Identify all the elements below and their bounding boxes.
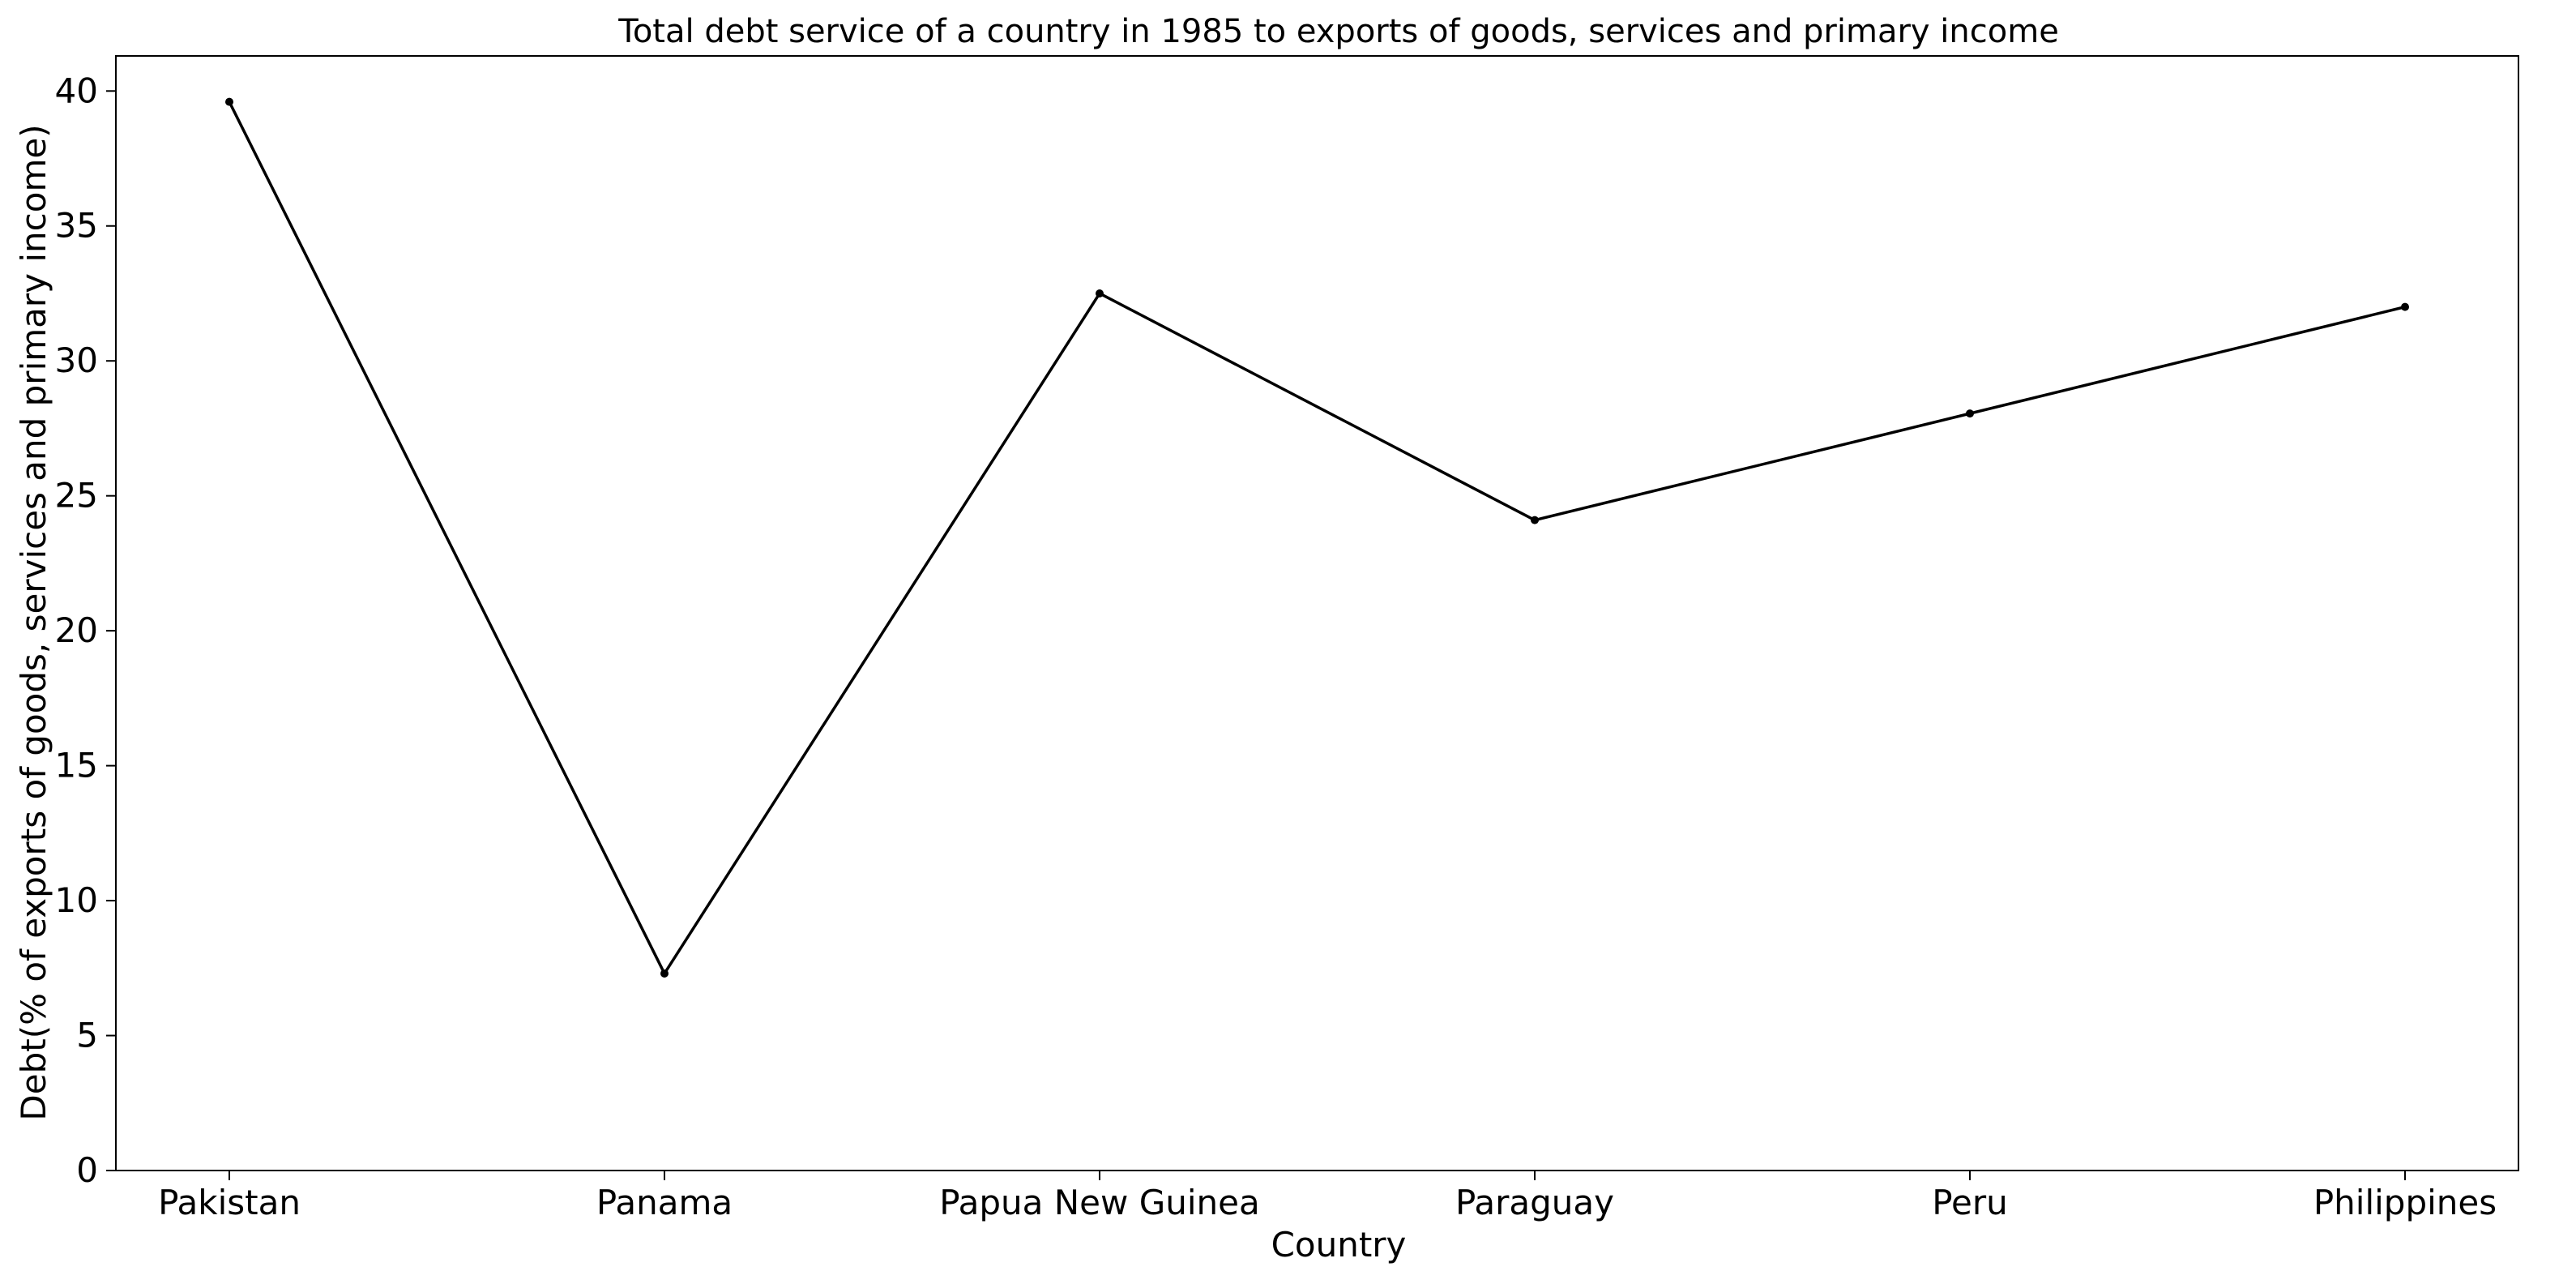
y-tick-label: 40: [55, 71, 98, 110]
x-tick-label: Papua New Guinea: [939, 1183, 1260, 1222]
y-tick-label: 25: [55, 476, 98, 516]
chart-title: Total debt service of a country in 1985 …: [617, 13, 2059, 50]
data-point: [1531, 516, 1539, 524]
y-tick-label: 20: [55, 610, 98, 650]
x-tick-label: Panama: [596, 1183, 733, 1222]
data-point: [225, 97, 233, 106]
data-point: [2401, 302, 2409, 311]
y-tick-label: 15: [55, 746, 98, 785]
data-point: [1966, 409, 1974, 418]
x-tick-label: Peru: [1932, 1183, 2008, 1222]
series-line: [228, 101, 2406, 975]
data-point: [660, 969, 669, 978]
y-tick-label: 30: [55, 340, 98, 380]
data-point: [1096, 289, 1104, 297]
y-axis-label: Debt(% of exports of goods, services and…: [14, 124, 53, 1120]
x-tick-label: Pakistan: [158, 1183, 301, 1222]
plot-area: 0 5 10 15 20 25 30 35 40 Pakistan Panama Papua New …: [55, 55, 2519, 1222]
x-tick-label: Philippines: [2313, 1183, 2497, 1222]
plot-frame: [115, 55, 2519, 1171]
y-tick-label: 10: [55, 880, 98, 920]
x-tick-label: Paraguay: [1455, 1183, 1614, 1222]
y-tick-label: 35: [55, 206, 98, 246]
x-axis-label: Country: [1271, 1225, 1407, 1265]
y-tick-label: 0: [76, 1150, 98, 1190]
y-tick-label: 5: [76, 1016, 98, 1055]
